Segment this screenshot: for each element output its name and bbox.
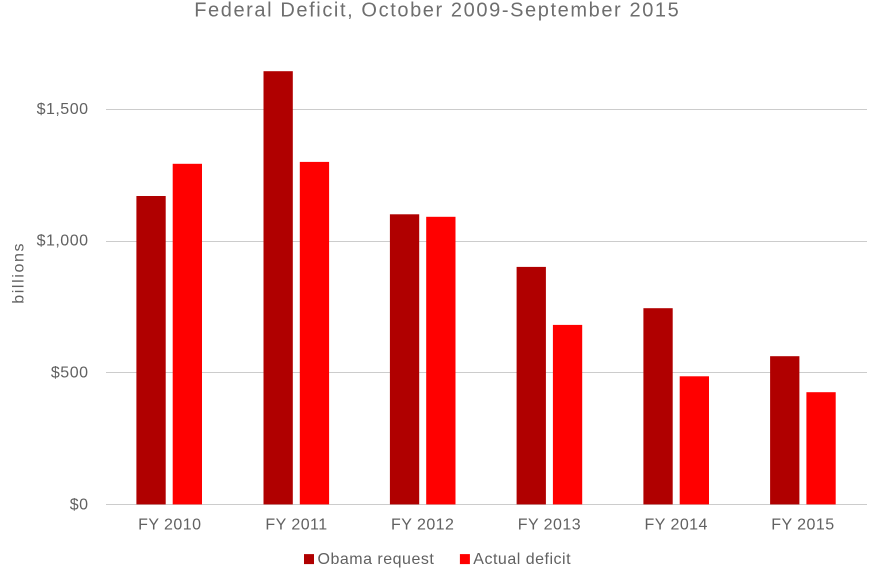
svg-text:Actual deficit: Actual deficit	[473, 551, 571, 568]
svg-text:FY 2014: FY 2014	[645, 516, 708, 533]
svg-text:Obama request: Obama request	[318, 551, 435, 568]
svg-text:billions: billions	[10, 242, 27, 304]
svg-text:FY 2015: FY 2015	[771, 516, 834, 533]
svg-text:FY 2011: FY 2011	[265, 516, 327, 533]
svg-text:$500: $500	[51, 365, 89, 382]
svg-text:$0: $0	[70, 497, 89, 514]
svg-text:Federal Deficit, October 2009-: Federal Deficit, October 2009-September …	[194, 0, 680, 21]
svg-text:$1,500: $1,500	[37, 101, 89, 118]
svg-text:FY 2010: FY 2010	[138, 516, 201, 533]
svg-text:FY 2012: FY 2012	[391, 516, 454, 533]
svg-text:$1,000: $1,000	[37, 233, 89, 250]
svg-text:FY 2013: FY 2013	[518, 516, 581, 533]
